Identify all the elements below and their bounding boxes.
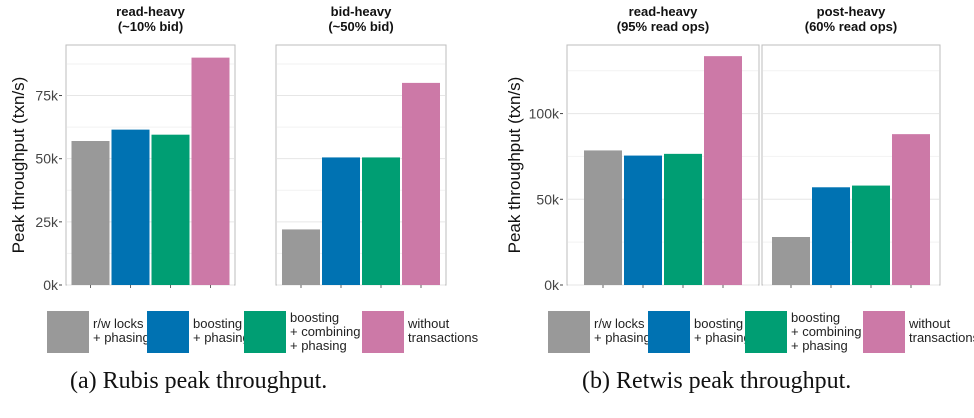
ytick-label-0-0: 0k: [43, 277, 59, 293]
bar-1-0-3: [704, 56, 742, 286]
panel-title-0-0-1: (~10% bid): [118, 19, 183, 34]
legend-key-0-0: [47, 311, 89, 353]
panel-title-0-1-1: (~50% bid): [328, 19, 393, 34]
bar-1-0-0: [584, 150, 622, 285]
legend-label-1-0-1: + phasing: [594, 330, 651, 345]
ylabel-1: Peak throughput (txn/s): [505, 77, 524, 254]
legend-label-1-3-1: transactions: [909, 330, 974, 345]
legend-label-1-1-0: boosting: [694, 316, 743, 331]
bar-0-0-0: [71, 141, 110, 285]
ylabel-0: Peak throughput (txn/s): [9, 77, 28, 254]
legend-label-0-2-1: + combining: [290, 324, 360, 339]
bar-0-0-3: [191, 57, 230, 286]
bar-1-1-2: [852, 185, 890, 285]
panel-title-1-0-1: (95% read ops): [617, 19, 709, 34]
legend-label-0-3-1: transactions: [408, 330, 479, 345]
bar-0-1-1: [322, 157, 360, 285]
ytick-label-0-3: 75k: [35, 88, 59, 104]
caption-retwis: (b) Retwis peak throughput.: [582, 368, 852, 394]
legend-label-0-1-0: boosting: [193, 316, 242, 331]
panel-title-1-1-0: post-heavy: [817, 4, 886, 19]
legend-label-0-2-2: + phasing: [290, 338, 347, 353]
legend-key-0-2: [244, 311, 286, 353]
bar-0-1-3: [402, 82, 440, 285]
bar-1-1-1: [812, 187, 850, 285]
caption-rubis: (a) Rubis peak throughput.: [70, 368, 328, 394]
legend-key-1-1: [648, 311, 690, 353]
panel-title-0-0-0: read-heavy: [116, 4, 185, 19]
bar-0-1-2: [362, 157, 400, 285]
legend-label-1-1-1: + phasing: [694, 330, 751, 345]
ytick-label-0-2: 50k: [35, 151, 59, 167]
bar-1-0-1: [624, 155, 662, 285]
legend-label-1-2-2: + phasing: [791, 338, 848, 353]
legend-key-1-3: [863, 311, 905, 353]
panel-title-1-1-1: (60% read ops): [805, 19, 897, 34]
ytick-label-0-1: 25k: [35, 214, 59, 230]
bar-1-1-3: [892, 134, 930, 285]
legend-key-0-1: [147, 311, 189, 353]
legend-key-0-3: [362, 311, 404, 353]
legend-label-0-1-1: + phasing: [193, 330, 250, 345]
legend-label-0-0-0: r/w locks: [93, 316, 144, 331]
legend-label-1-0-0: r/w locks: [594, 316, 645, 331]
panel-title-0-1-0: bid-heavy: [331, 4, 392, 19]
legend-label-0-2-0: boosting: [290, 310, 339, 325]
legend-key-1-2: [745, 311, 787, 353]
ytick-label-1-2: 100k: [529, 106, 560, 122]
ytick-label-1-1: 50k: [536, 191, 560, 207]
bar-0-0-2: [151, 134, 190, 285]
bar-0-0-1: [111, 129, 150, 285]
legend-label-0-0-1: + phasing: [93, 330, 150, 345]
bar-1-1-0: [772, 237, 810, 285]
bar-0-1-0: [282, 229, 320, 285]
bar-1-0-2: [664, 153, 702, 285]
legend-label-1-3-0: without: [908, 316, 951, 331]
legend-label-0-3-0: without: [407, 316, 450, 331]
ytick-label-1-0: 0k: [544, 277, 560, 293]
legend-key-1-0: [548, 311, 590, 353]
legend-label-1-2-1: + combining: [791, 324, 861, 339]
legend-label-1-2-0: boosting: [791, 310, 840, 325]
panel-title-1-0-0: read-heavy: [629, 4, 698, 19]
